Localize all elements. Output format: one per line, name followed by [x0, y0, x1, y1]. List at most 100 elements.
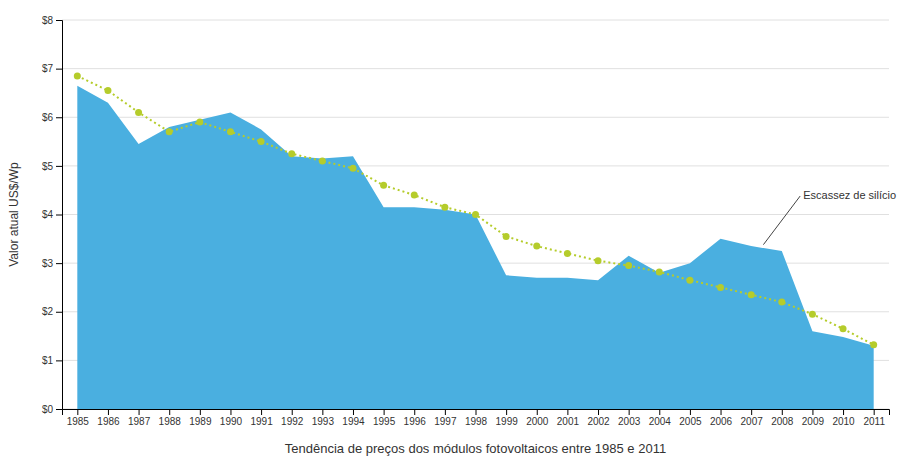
- annotation-arrow: [763, 196, 800, 245]
- plot: 1985198619871988198919901991199219931994…: [42, 15, 896, 427]
- grid-line: [62, 117, 889, 118]
- marker: [564, 250, 571, 257]
- marker: [686, 277, 693, 284]
- x-tick: 2006: [710, 409, 733, 427]
- x-tick-label: 2003: [618, 416, 641, 427]
- marker: [717, 284, 724, 291]
- x-tick-label: 1998: [465, 416, 488, 427]
- y-tick: $8: [42, 15, 62, 26]
- y-tick-mark: [56, 215, 62, 216]
- x-tick: 2010: [832, 409, 855, 427]
- x-tick-label: 2010: [832, 416, 855, 427]
- marker: [533, 243, 540, 250]
- marker: [135, 109, 142, 116]
- x-tick-label: 1992: [281, 416, 304, 427]
- y-tick: $7: [42, 63, 62, 74]
- y-tick: $3: [42, 258, 62, 269]
- x-axis: 1985198619871988198919901991199219931994…: [63, 409, 890, 427]
- x-tick-label: 2009: [802, 416, 825, 427]
- x-tick: 1990: [220, 409, 243, 427]
- y-tick-label: $1: [42, 355, 54, 366]
- x-tick-mark: [567, 409, 568, 415]
- x-tick-mark: [506, 409, 507, 415]
- x-tick-mark: [139, 409, 140, 415]
- x-tick: 2000: [526, 409, 549, 427]
- x-tick: 2002: [587, 409, 610, 427]
- marker: [349, 165, 356, 172]
- marker: [595, 257, 602, 264]
- y-tick-mark: [56, 263, 62, 264]
- x-tick: 1993: [312, 409, 335, 427]
- x-tick-mark: [476, 409, 477, 415]
- y-tick-mark: [56, 409, 62, 410]
- marker: [778, 299, 785, 306]
- x-tick-mark: [812, 409, 813, 415]
- x-tick: 1985: [67, 409, 90, 427]
- x-tick-mark: [200, 409, 201, 415]
- x-tick-label: 1985: [67, 416, 90, 427]
- x-tick: 2007: [741, 409, 764, 427]
- y-tick: $2: [42, 306, 62, 317]
- x-tick-mark: [322, 409, 323, 415]
- x-tick-mark: [445, 409, 446, 415]
- x-tick-label: 1999: [496, 416, 519, 427]
- x-tick: 2004: [649, 409, 672, 427]
- x-tick-mark: [292, 409, 293, 415]
- x-tick: 1995: [373, 409, 396, 427]
- x-tick-mark: [353, 409, 354, 415]
- x-tick-label: 2007: [741, 416, 764, 427]
- y-tick-label: $6: [42, 112, 54, 123]
- x-tick-label: 1997: [434, 416, 457, 427]
- chart: 1985198619871988198919901991199219931994…: [0, 0, 911, 467]
- x-tick: 1996: [404, 409, 427, 427]
- marker: [625, 262, 632, 269]
- x-tick-mark: [659, 409, 660, 415]
- x-tick-mark: [414, 409, 415, 415]
- x-tick-mark: [629, 409, 630, 415]
- marker: [227, 128, 234, 135]
- y-tick-label: $4: [42, 209, 54, 220]
- y-axis: $0$1$2$3$4$5$6$7$8: [42, 15, 63, 415]
- x-tick-label: 1993: [312, 416, 335, 427]
- x-tick-mark: [721, 409, 722, 415]
- y-tick-label: $0: [42, 404, 54, 415]
- x-axis-line: [63, 410, 890, 416]
- x-tick: 1991: [250, 409, 273, 427]
- x-tick-label: 1987: [128, 416, 151, 427]
- x-tick-mark: [598, 409, 599, 415]
- y-tick-mark: [56, 312, 62, 313]
- marker: [411, 192, 418, 199]
- y-tick-label: $8: [42, 15, 54, 26]
- x-tick-mark: [782, 409, 783, 415]
- marker: [870, 341, 877, 348]
- x-tick-mark: [843, 409, 844, 415]
- y-tick: $6: [42, 112, 62, 123]
- grid-line: [62, 68, 889, 69]
- x-tick-mark: [77, 409, 78, 415]
- y-tick: $4: [42, 209, 62, 220]
- x-tick-label: 1994: [342, 416, 365, 427]
- x-tick-mark: [230, 409, 231, 415]
- x-tick: 2008: [771, 409, 794, 427]
- x-tick: 2009: [802, 409, 825, 427]
- x-tick: 1989: [189, 409, 212, 427]
- y-tick-mark: [56, 360, 62, 361]
- grid-line: [62, 20, 889, 21]
- y-tick-mark: [56, 166, 62, 167]
- marker: [748, 291, 755, 298]
- marker: [441, 204, 448, 211]
- x-tick: 1987: [128, 409, 151, 427]
- x-tick: 1992: [281, 409, 304, 427]
- y-tick: $1: [42, 355, 62, 366]
- x-tick-label: 2006: [710, 416, 733, 427]
- x-tick-label: 1995: [373, 416, 396, 427]
- y-tick-label: $2: [42, 306, 54, 317]
- marks: [74, 72, 877, 409]
- x-tick: 1999: [496, 409, 519, 427]
- marker: [166, 128, 173, 135]
- trend-line: [77, 76, 873, 345]
- x-tick-mark: [537, 409, 538, 415]
- marker: [74, 72, 81, 79]
- area: [77, 86, 873, 409]
- marker: [380, 182, 387, 189]
